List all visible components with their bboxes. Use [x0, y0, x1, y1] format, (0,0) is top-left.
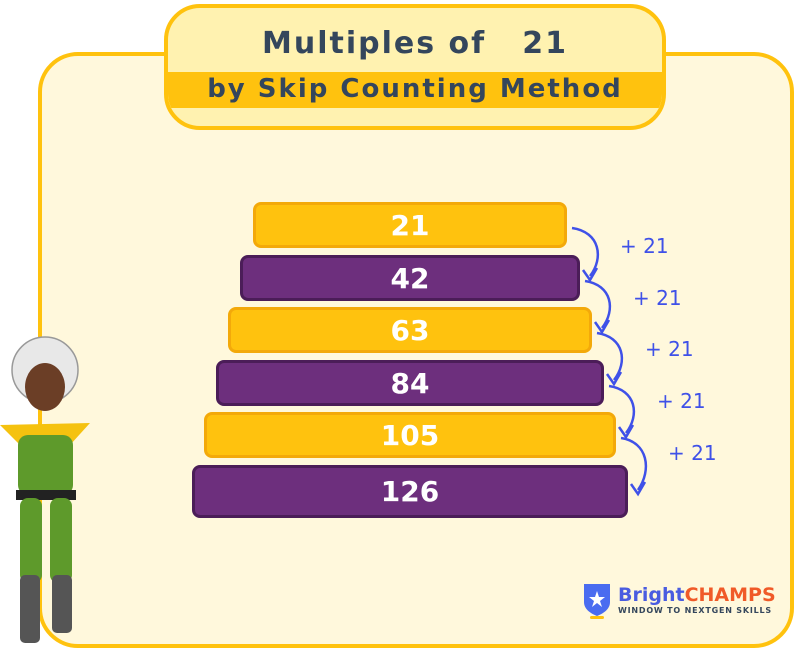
arrow-5 [620, 436, 648, 491]
increment-label-2: + 21 [633, 286, 682, 310]
step-bar-2: 42 [240, 255, 580, 301]
arrow-4 [608, 384, 636, 434]
character-illustration [0, 336, 90, 643]
title-band [168, 72, 662, 108]
arrow-2 [584, 279, 612, 329]
brand-part-1: Bright [618, 584, 685, 606]
step-bar-4: 84 [216, 360, 604, 406]
title-banner: Multiples of 21 by Skip Counting Method [164, 4, 666, 130]
step-bar-5: 105 [204, 412, 616, 458]
title-line-1: Multiples of 21 [168, 26, 662, 61]
increment-label-3: + 21 [645, 337, 694, 361]
increment-label-1: + 21 [620, 234, 669, 258]
title-number: 21 [522, 26, 568, 61]
brand-name: BrightCHAMPS [618, 584, 776, 606]
brand-part-2: CHAMPS [684, 584, 776, 606]
arrow-3 [596, 331, 624, 381]
step-bar-1: 21 [253, 202, 567, 248]
increment-label-4: + 21 [657, 389, 706, 413]
step-bar-3: 63 [228, 307, 592, 353]
title-line-2: by Skip Counting Method [207, 74, 623, 104]
step-bar-6: 126 [192, 465, 628, 518]
arrow-1 [571, 226, 600, 277]
title-text: Multiples of [262, 26, 487, 61]
brightchamps-logo-icon [584, 584, 610, 619]
increment-label-5: + 21 [668, 441, 717, 465]
brand-tagline: WINDOW TO NEXTGEN SKILLS [618, 606, 772, 615]
